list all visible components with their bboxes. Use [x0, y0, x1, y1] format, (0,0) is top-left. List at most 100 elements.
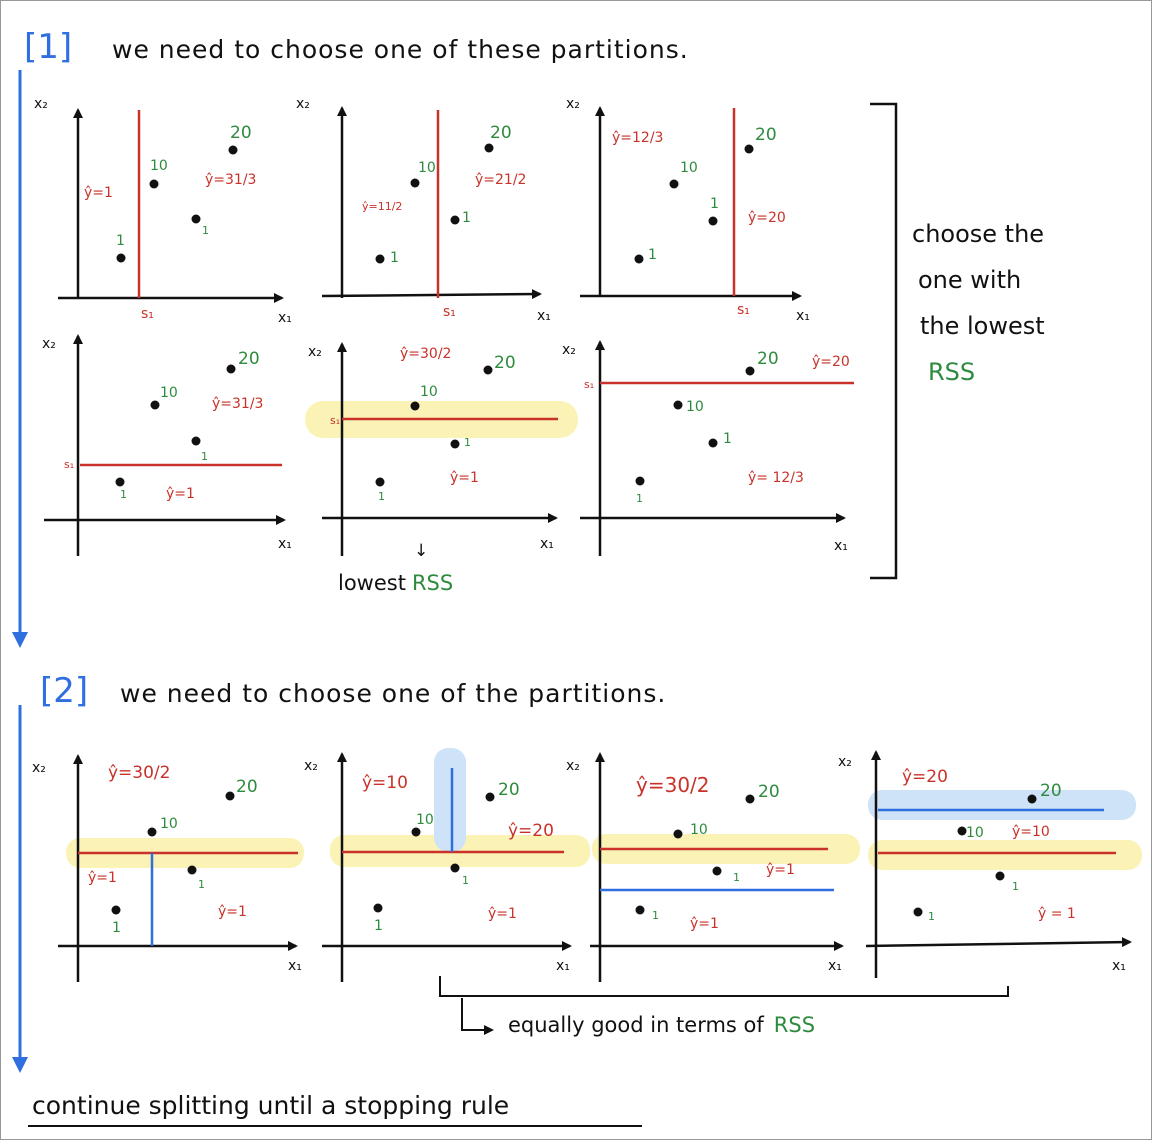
svg-text:1: 1 [928, 910, 935, 923]
svg-text:1: 1 [202, 224, 209, 237]
step2-title: we need to choose one of the partitions. [120, 679, 666, 708]
step1-panel-4: x₂ x₁ s₁ 1 10 20 1 ŷ=1 ŷ=31/3 [42, 334, 292, 556]
svg-text:ŷ=1: ŷ=1 [218, 904, 247, 920]
svg-text:20: 20 [1040, 781, 1062, 801]
svg-text:1: 1 [198, 878, 205, 891]
step2-panel-3: x₂ x₁ 20 10 1 1 ŷ=30/2 ŷ=1 ŷ=1 [566, 752, 860, 982]
svg-text:20: 20 [494, 353, 516, 373]
lowest-label: lowest RSS [338, 571, 453, 595]
step1-panel-1: x₂ x₁ s₁ 1 10 20 1 ŷ=1 ŷ=31/3 [34, 96, 292, 326]
svg-text:20: 20 [238, 349, 260, 369]
right-bracket [870, 102, 898, 580]
svg-text:ŷ=30/2: ŷ=30/2 [108, 763, 170, 783]
svg-text:s₁: s₁ [141, 306, 154, 322]
svg-text:x₁: x₁ [278, 536, 292, 552]
svg-text:1: 1 [733, 871, 740, 884]
svg-text:1: 1 [636, 492, 643, 505]
svg-text:ŷ=1: ŷ=1 [84, 185, 113, 201]
svg-text:ŷ=30/2: ŷ=30/2 [636, 773, 710, 797]
step1-title: we need to choose one of these partition… [112, 35, 689, 64]
svg-text:x₁: x₁ [796, 308, 810, 324]
footer-text: continue splitting until a stopping rule [32, 1091, 509, 1120]
svg-text:1: 1 [648, 247, 657, 263]
point [191, 214, 201, 224]
side-note-3: the lowest [920, 312, 1045, 340]
svg-text:x₂: x₂ [838, 754, 852, 770]
svg-text:10: 10 [966, 825, 984, 841]
svg-text:1: 1 [374, 918, 383, 934]
step1-panel-6: x₂ x₁ s₁ 1 10 1 20 ŷ=20 ŷ= 12/3 [562, 340, 854, 556]
svg-text:ŷ=31/3: ŷ=31/3 [212, 396, 263, 412]
svg-text:10: 10 [418, 160, 436, 176]
svg-text:s₁: s₁ [737, 302, 750, 318]
svg-text:ŷ=20: ŷ=20 [508, 821, 554, 841]
svg-text:10: 10 [416, 812, 434, 828]
down-arrow: ↓ [414, 541, 428, 561]
svg-text:ŷ=20: ŷ=20 [748, 210, 786, 226]
svg-text:ŷ=1: ŷ=1 [690, 916, 719, 932]
svg-text:ŷ = 1: ŷ = 1 [1038, 906, 1076, 922]
svg-text:ŷ=20: ŷ=20 [812, 354, 850, 370]
svg-text:ŷ=12/3: ŷ=12/3 [612, 130, 663, 146]
step2-panel-4: x₂ x₁ 20 10 1 1 ŷ=20 ŷ=10 ŷ = 1 [838, 750, 1142, 978]
svg-text:1: 1 [1012, 880, 1019, 893]
svg-text:20: 20 [755, 125, 777, 145]
side-note-2: one with [918, 266, 1021, 294]
svg-text:s₁: s₁ [443, 304, 456, 320]
svg-text:20: 20 [490, 123, 512, 143]
svg-text:1: 1 [201, 450, 208, 463]
bracket-note: equally good in terms of RSS [508, 1013, 815, 1037]
svg-text:20: 20 [758, 782, 780, 802]
step2-panel-2: x₂ x₁ 20 10 1 1 ŷ=10 ŷ=20 ŷ=1 [304, 748, 590, 982]
svg-text:s₁: s₁ [584, 378, 594, 391]
side-note-rss: RSS [928, 358, 975, 386]
step1-number: [1] [24, 27, 72, 67]
svg-text:ŷ=21/2: ŷ=21/2 [475, 172, 526, 188]
step1-panel-2: x₂ x₁ s₁ 1 10 20 1 ŷ=11/2 ŷ=21/2 [296, 96, 551, 324]
svg-text:20: 20 [230, 123, 252, 143]
svg-text:1: 1 [378, 490, 385, 503]
svg-text:x₁: x₁ [834, 538, 848, 554]
svg-text:10: 10 [680, 160, 698, 176]
svg-text:1: 1 [462, 874, 469, 887]
svg-text:s₁: s₁ [330, 414, 340, 427]
step2-panel-1: x₂ x₁ 20 10 1 1 ŷ=30/2 ŷ=1 ŷ=1 [32, 754, 304, 982]
svg-text:ŷ=1: ŷ=1 [88, 870, 117, 886]
svg-text:10: 10 [160, 385, 178, 401]
svg-text:1: 1 [112, 920, 121, 936]
svg-text:1: 1 [390, 250, 399, 266]
svg-text:ŷ=30/2: ŷ=30/2 [400, 346, 451, 362]
svg-text:x₁: x₁ [537, 308, 551, 324]
svg-text:ŷ=31/3: ŷ=31/3 [205, 172, 256, 188]
svg-text:x₁: x₁ [288, 958, 302, 974]
svg-text:20: 20 [498, 780, 520, 800]
svg-text:1: 1 [116, 233, 125, 249]
svg-text:ŷ=1: ŷ=1 [488, 906, 517, 922]
svg-text:10: 10 [420, 384, 438, 400]
svg-text:x₁: x₁ [828, 958, 842, 974]
side-note-1: choose the [912, 220, 1044, 248]
svg-text:1: 1 [462, 210, 471, 226]
svg-text:10: 10 [686, 399, 704, 415]
svg-text:x₂: x₂ [566, 96, 580, 112]
svg-text:x₂: x₂ [566, 758, 580, 774]
svg-text:x₂: x₂ [308, 344, 322, 360]
svg-text:x₂: x₂ [34, 96, 48, 112]
svg-text:10: 10 [690, 822, 708, 838]
svg-text:x₂: x₂ [296, 96, 310, 112]
step1-panel-3: x₂ x₁ s₁ 1 10 1 20 ŷ=12/3 ŷ=20 [566, 96, 810, 324]
svg-text:20: 20 [757, 349, 779, 369]
svg-text:ŷ=1: ŷ=1 [450, 470, 479, 486]
svg-text:x₁: x₁ [556, 958, 570, 974]
svg-text:ŷ=10: ŷ=10 [362, 773, 408, 793]
svg-text:ŷ=11/2: ŷ=11/2 [362, 200, 402, 213]
svg-text:x₂: x₂ [32, 760, 46, 776]
svg-text:20: 20 [236, 777, 258, 797]
svg-text:ŷ=1: ŷ=1 [766, 862, 795, 878]
point [116, 253, 126, 263]
svg-text:ŷ=10: ŷ=10 [1012, 824, 1050, 840]
svg-text:x₁: x₁ [278, 310, 292, 326]
svg-text:1: 1 [120, 488, 127, 501]
point [228, 145, 238, 155]
